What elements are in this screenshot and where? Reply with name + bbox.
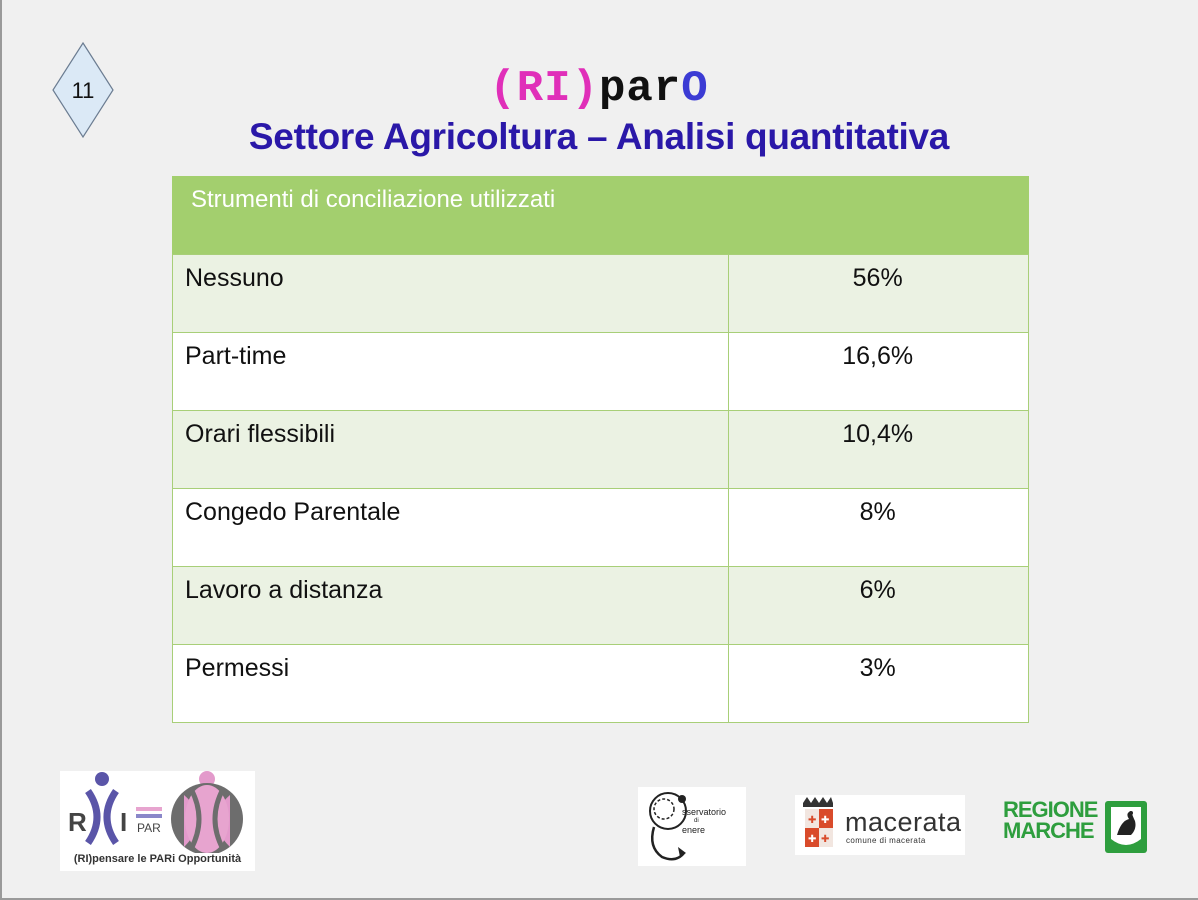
macerata-crest-icon: ✚ ✚ ✚ ✚ xyxy=(803,797,833,847)
row-value: 10,4% xyxy=(728,410,1029,489)
regione-marche-logo: REGIONE MARCHE xyxy=(1003,797,1149,857)
diamond-shape xyxy=(52,42,114,138)
row-value: 6% xyxy=(728,566,1029,645)
data-table: Nessuno 56% Part-time 16,6% Orari flessi… xyxy=(171,254,1029,723)
osservatorio-logo: sservatorio di enere xyxy=(638,787,746,866)
ripar-r-letter: R xyxy=(68,807,87,837)
macerata-name: macerata xyxy=(845,807,962,837)
osservatorio-line3: enere xyxy=(682,825,706,835)
ripar-logo: R I PAR (RI)pensare le PARi Opportunità xyxy=(60,771,255,871)
table-row: Part-time 16,6% xyxy=(171,332,1029,411)
regione-marche-emblem-icon xyxy=(1105,801,1147,853)
brand-title: (RI)parO xyxy=(0,64,1198,114)
brand-title-par: par xyxy=(599,64,682,114)
row-label: Permessi xyxy=(171,644,730,723)
macerata-logo: ✚ ✚ ✚ ✚ macerata comune di macerata xyxy=(795,795,965,855)
brand-title-ri: (RI) xyxy=(489,64,599,114)
slide-number: 11 xyxy=(71,78,95,103)
regione-line2: MARCHE xyxy=(1003,818,1095,843)
table-header-label: Strumenti di conciliazione utilizzati xyxy=(191,186,556,213)
slide-number-badge: 11 xyxy=(52,42,114,138)
ripar-logo-mark: R I PAR xyxy=(68,771,243,855)
osservatorio-text: sservatorio di enere xyxy=(682,807,726,836)
ripar-caption: (RI)pensare le PARi Opportunità xyxy=(73,853,242,865)
table-row: Orari flessibili 10,4% xyxy=(171,410,1029,489)
row-label: Nessuno xyxy=(171,254,730,333)
table-row: Permessi 3% xyxy=(171,644,1029,723)
row-label: Lavoro a distanza xyxy=(171,566,730,645)
table-row: Nessuno 56% xyxy=(171,254,1029,333)
macerata-subtitle: comune di macerata xyxy=(846,836,926,845)
svg-text:✚: ✚ xyxy=(821,834,829,845)
row-label: Part-time xyxy=(171,332,730,411)
row-label: Orari flessibili xyxy=(171,410,730,489)
ripar-i-letter: I xyxy=(120,807,127,837)
brand-title-o: O xyxy=(681,64,709,114)
regione-line1: REGIONE xyxy=(1003,797,1098,822)
table-row: Congedo Parentale 8% xyxy=(171,488,1029,567)
table-row: Lavoro a distanza 6% xyxy=(171,566,1029,645)
slide-subtitle: Settore Agricoltura – Analisi quantitati… xyxy=(248,116,950,157)
table-header: Strumenti di conciliazione utilizzati xyxy=(172,176,1029,254)
row-label: Congedo Parentale xyxy=(171,488,730,567)
row-value: 3% xyxy=(728,644,1029,723)
svg-text:✚: ✚ xyxy=(808,834,816,845)
row-value: 56% xyxy=(728,254,1029,333)
regione-marche-text: REGIONE MARCHE xyxy=(1003,797,1103,843)
ripar-par-text: PAR xyxy=(137,821,161,835)
svg-text:✚: ✚ xyxy=(821,815,829,826)
osservatorio-line1: sservatorio xyxy=(682,807,727,817)
osservatorio-line2: di xyxy=(694,818,699,824)
row-value: 16,6% xyxy=(728,332,1029,411)
svg-text:✚: ✚ xyxy=(808,815,816,826)
row-value: 8% xyxy=(728,488,1029,567)
osservatorio-mark xyxy=(649,792,687,861)
